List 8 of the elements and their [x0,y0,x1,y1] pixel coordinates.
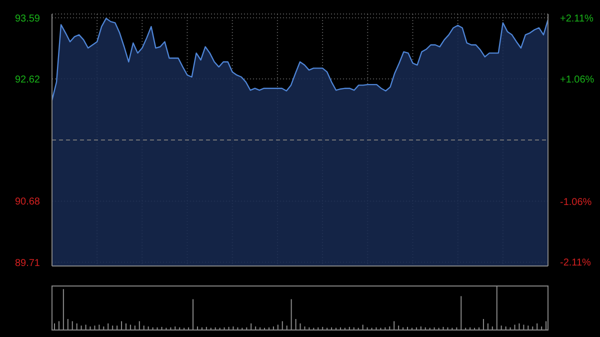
y2-tick-label: +1.06% [560,74,594,86]
y-tick-label: 89.71 [14,258,40,269]
y2-tick-label: +2.11% [560,14,594,25]
y-tick-label: 92.62 [14,74,40,86]
y-tick-label: 90.68 [14,196,40,208]
y2-tick-label: -2.11% [560,258,592,269]
y2-tick-label: -1.06% [560,196,592,208]
y-tick-label: 93.59 [14,13,40,24]
